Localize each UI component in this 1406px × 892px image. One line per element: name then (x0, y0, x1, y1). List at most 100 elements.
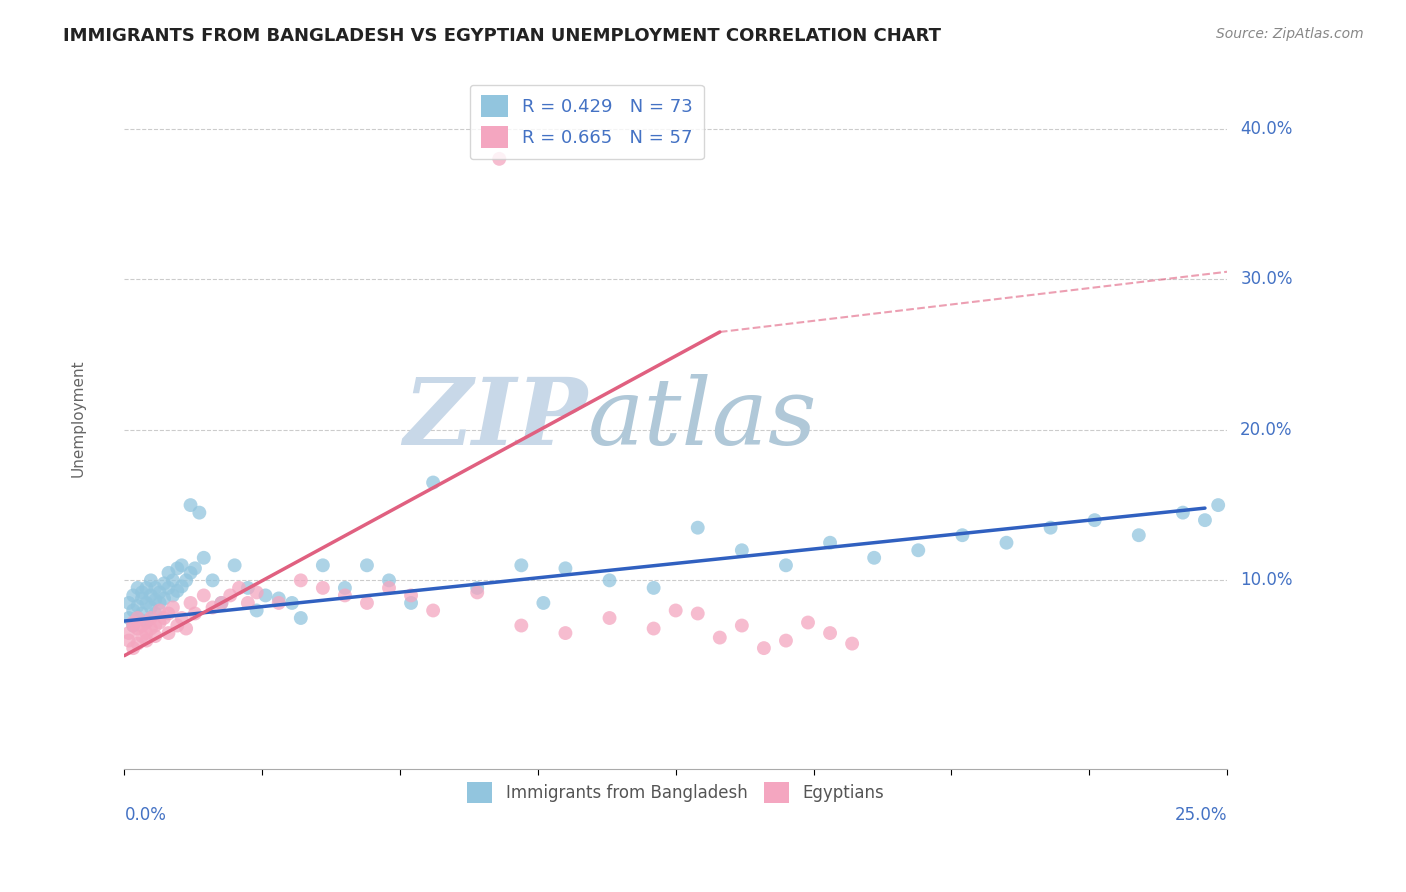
Point (797, 615, 820, 630)
Point (153, 611, 176, 625)
Point (118, 596, 141, 610)
Point (143, 629, 166, 643)
Point (131, 629, 153, 643)
Point (157, 581, 180, 595)
Point (1128, 528, 1150, 542)
Point (143, 618, 166, 632)
Point (135, 596, 157, 610)
Point (312, 558, 335, 573)
Point (709, 631, 731, 645)
Point (135, 626, 157, 640)
Point (643, 581, 665, 595)
Point (752, 641, 775, 656)
Point (166, 618, 188, 632)
Point (422, 603, 444, 617)
Point (333, 589, 356, 603)
Point (127, 622, 149, 636)
Point (554, 561, 576, 575)
Point (201, 600, 224, 615)
Point (131, 591, 153, 606)
Text: 30.0%: 30.0% (1240, 270, 1292, 288)
Point (157, 607, 180, 621)
Point (290, 574, 312, 588)
Point (254, 589, 277, 603)
Point (122, 618, 145, 632)
Point (907, 543, 929, 558)
Point (131, 618, 153, 632)
Point (135, 581, 157, 595)
Point (153, 591, 176, 606)
Point (149, 615, 172, 630)
Point (127, 611, 149, 625)
Point (162, 589, 184, 603)
Point (775, 558, 797, 573)
Point (1084, 513, 1107, 527)
Point (135, 633, 157, 648)
Point (267, 596, 290, 610)
Point (510, 618, 533, 632)
Point (149, 596, 172, 610)
Point (127, 637, 149, 651)
Point (174, 622, 197, 636)
Point (180, 498, 202, 512)
Point (1171, 506, 1194, 520)
Point (127, 599, 149, 613)
Point (422, 475, 444, 490)
Point (184, 561, 207, 575)
Text: 10.0%: 10.0% (1240, 572, 1292, 590)
Point (378, 574, 401, 588)
Point (599, 611, 621, 625)
Point (166, 561, 188, 575)
Point (180, 566, 202, 580)
Point (184, 607, 207, 621)
Point (224, 558, 246, 573)
Point (775, 633, 797, 648)
Point (162, 600, 184, 615)
Point (290, 611, 312, 625)
Point (157, 566, 180, 580)
Text: atlas: atlas (588, 374, 817, 464)
Point (188, 506, 211, 520)
Text: 0.0%: 0.0% (124, 806, 166, 824)
Legend: Immigrants from Bangladesh, Egyptians: Immigrants from Bangladesh, Egyptians (461, 775, 891, 809)
Point (122, 641, 145, 656)
Point (122, 603, 145, 617)
Point (531, 596, 554, 610)
Point (118, 633, 141, 648)
Point (356, 558, 378, 573)
Point (488, 152, 510, 166)
Point (118, 626, 141, 640)
Point (139, 574, 162, 588)
Point (686, 521, 709, 535)
Point (149, 585, 172, 599)
Point (465, 585, 488, 599)
Point (153, 576, 176, 591)
Point (122, 615, 145, 630)
Point (399, 596, 422, 610)
Point (131, 585, 153, 599)
Point (950, 528, 973, 542)
Point (122, 589, 145, 603)
Point (246, 603, 269, 617)
Point (193, 589, 215, 603)
Text: Source: ZipAtlas.com: Source: ZipAtlas.com (1216, 27, 1364, 41)
Point (399, 589, 422, 603)
Point (170, 558, 193, 573)
Point (863, 550, 886, 565)
Point (122, 618, 145, 632)
Point (1194, 513, 1216, 527)
Point (228, 581, 250, 595)
Text: 20.0%: 20.0% (1240, 421, 1292, 439)
Point (665, 603, 688, 617)
Point (465, 581, 488, 595)
Point (135, 614, 157, 628)
Point (731, 618, 754, 632)
Point (281, 596, 304, 610)
Point (219, 589, 242, 603)
Point (193, 550, 215, 565)
Text: Unemployment: Unemployment (70, 359, 86, 477)
Point (236, 596, 259, 610)
Point (149, 603, 172, 617)
Point (143, 593, 166, 607)
Point (170, 579, 193, 593)
